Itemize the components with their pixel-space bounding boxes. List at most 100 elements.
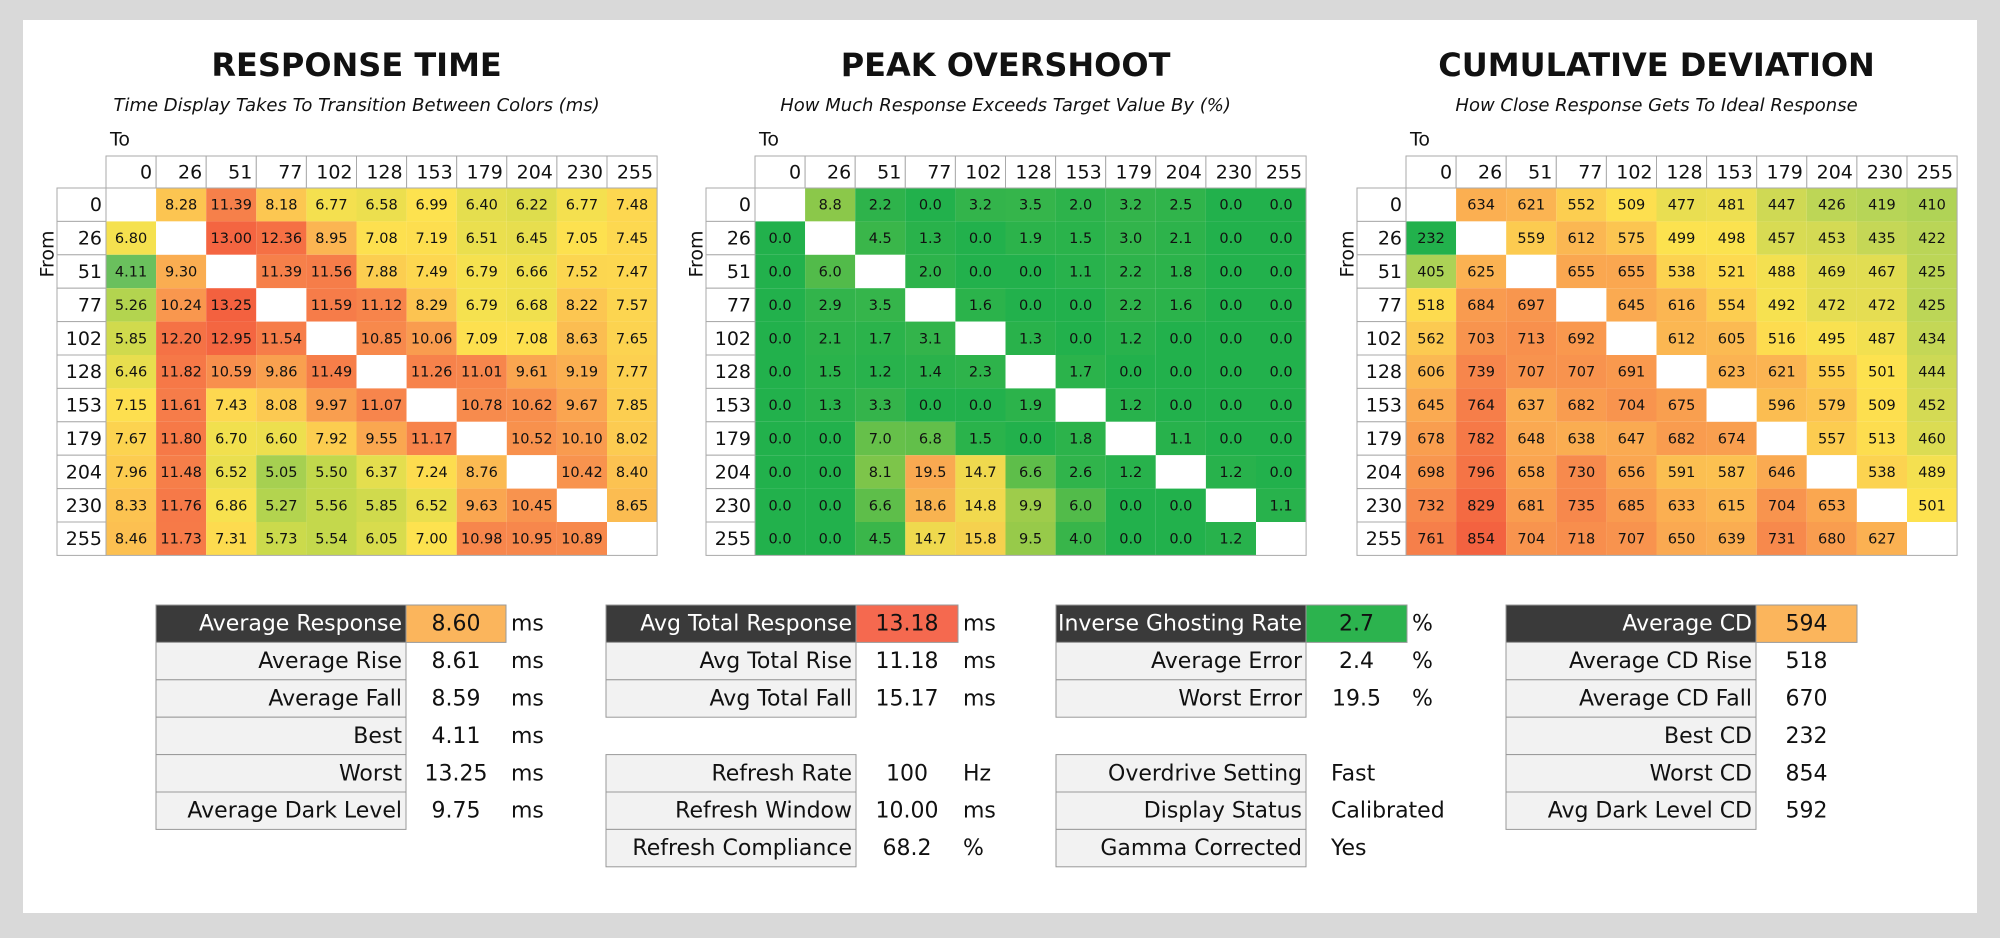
cell-value: 11.80 <box>160 432 202 448</box>
heatmap-cell <box>1406 288 1457 322</box>
heatmap-cell <box>1406 488 1457 522</box>
heatmap-cell <box>206 488 257 522</box>
column-header-cell <box>406 155 458 189</box>
cell-value: 11.17 <box>411 432 453 448</box>
stat-label-cell <box>1055 641 1307 681</box>
heatmap-cell <box>206 221 257 255</box>
heatmap-cell <box>805 388 856 422</box>
heatmap-cell <box>456 388 507 422</box>
heatmap-cell <box>256 355 307 389</box>
heatmap-cell <box>1456 388 1507 422</box>
cell-value: 6.45 <box>516 231 548 247</box>
heatmap-cell <box>1756 254 1807 289</box>
cell-value: 6.37 <box>365 465 397 481</box>
stat-value: 68.2 <box>883 836 932 861</box>
stat-value: 4.11 <box>432 724 481 749</box>
cell-value: 6.60 <box>265 432 297 448</box>
heatmap-cell <box>1556 221 1607 255</box>
stat-label-cell <box>1505 679 1757 718</box>
cell-value: 8.8 <box>819 198 842 214</box>
cell-value: 11.12 <box>361 298 403 314</box>
cell-value: 656 <box>1618 465 1646 481</box>
cell-value: 732 <box>1417 498 1445 514</box>
heatmap-cell <box>805 355 856 389</box>
cell-value: 6.0 <box>1069 498 1092 514</box>
cell-value: 655 <box>1618 265 1646 281</box>
cell-value: 10.06 <box>411 331 453 347</box>
stat-unit: ms <box>963 799 996 824</box>
heatmap-cell <box>256 254 307 289</box>
column-header-cell <box>1405 155 1457 189</box>
heatmap-cell <box>1506 421 1557 456</box>
cell-value: 1.4 <box>919 365 942 381</box>
cell-value: 0.0 <box>1169 398 1192 414</box>
row-header-cell <box>705 287 756 323</box>
stat-value: 8.60 <box>432 612 481 637</box>
stat-label: Average Response <box>199 612 402 637</box>
heatmap-cell <box>1656 488 1707 522</box>
heatmap-cell <box>1806 421 1857 456</box>
heatmap-cell <box>755 188 806 222</box>
stat-value: 518 <box>1786 649 1828 674</box>
heatmap-cell <box>356 221 407 255</box>
cell-value: 698 <box>1417 465 1445 481</box>
column-header: 230 <box>1216 162 1252 184</box>
column-header-cell <box>1105 155 1157 189</box>
cell-value: 495 <box>1818 331 1846 347</box>
column-header: 26 <box>178 162 202 184</box>
stat-value: 9.75 <box>432 799 481 824</box>
to-label: To <box>109 129 130 151</box>
cell-value: 6.79 <box>466 265 498 281</box>
column-header-cell <box>506 155 558 189</box>
heatmap-cell <box>556 522 607 556</box>
heatmap-cell <box>406 455 457 489</box>
cell-value: 477 <box>1668 198 1696 214</box>
cell-value: 447 <box>1768 198 1796 214</box>
row-header-cell <box>56 287 107 323</box>
heatmap-cell <box>406 488 457 522</box>
cell-value: 6.80 <box>115 231 147 247</box>
cell-value: 1.2 <box>869 365 892 381</box>
heatmap-cell <box>1406 388 1457 422</box>
column-header: 26 <box>827 162 851 184</box>
cell-value: 6.79 <box>466 298 498 314</box>
cell-value: 5.27 <box>265 498 297 514</box>
cell-value: 0.0 <box>769 398 792 414</box>
column-header: 128 <box>1666 162 1702 184</box>
heatmap-cell <box>506 522 557 556</box>
heatmap-cell <box>156 321 207 355</box>
cell-value: 9.55 <box>365 432 397 448</box>
heatmap-cell <box>1856 221 1907 255</box>
cell-value: 538 <box>1868 465 1896 481</box>
heatmap-cell <box>506 221 557 255</box>
stat-label: Display Status <box>1144 799 1302 824</box>
cell-value: 685 <box>1618 498 1646 514</box>
cell-value: 633 <box>1668 498 1696 514</box>
heatmap-cell <box>1706 188 1757 222</box>
row-header: 179 <box>715 428 751 450</box>
column-header-cell <box>105 155 157 189</box>
heatmap-cell <box>905 288 956 322</box>
heatmap-cell <box>1706 421 1757 456</box>
heatmap-cell <box>755 421 806 456</box>
heatmap-cell <box>1756 522 1807 556</box>
heatmap-cell <box>406 188 457 222</box>
heatmap-title: RESPONSE TIME <box>211 46 501 84</box>
cell-value: 638 <box>1568 432 1596 448</box>
heatmap-cell <box>1806 254 1857 289</box>
cell-value: 7.67 <box>115 432 147 448</box>
cell-value: 10.98 <box>461 532 503 548</box>
heatmap-cell <box>755 355 806 389</box>
heatmap-cell <box>1456 288 1507 322</box>
heatmap-cell <box>1055 488 1106 522</box>
cell-value: 7.08 <box>365 231 397 247</box>
heatmap-cell <box>406 254 457 289</box>
heatmap-cell <box>1706 488 1757 522</box>
heatmap-cell <box>156 488 207 522</box>
cell-value: 718 <box>1568 532 1596 548</box>
column-header-cell <box>1205 155 1257 189</box>
heatmap-cell <box>1256 321 1307 355</box>
heatmap-cell <box>905 488 956 522</box>
stat-label: Average Dark Level <box>187 799 402 824</box>
heatmap-cell <box>556 421 607 456</box>
